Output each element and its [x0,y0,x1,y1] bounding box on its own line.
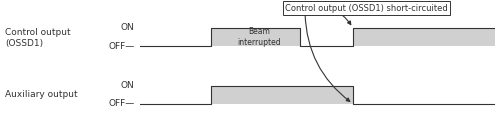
Text: Auxiliary output: Auxiliary output [5,90,78,99]
Text: OFF—: OFF— [108,99,134,108]
Text: Control output (OSSD1) short-circuited: Control output (OSSD1) short-circuited [285,4,448,13]
Text: Beam
interrupted: Beam interrupted [237,27,281,47]
Text: (OSSD1): (OSSD1) [5,39,43,48]
Bar [211,86,353,104]
Bar [353,28,495,46]
Text: Control output: Control output [5,28,70,37]
Text: ON: ON [121,24,134,32]
Bar [211,28,300,46]
Text: OFF—: OFF— [108,42,134,51]
Text: ON: ON [121,81,134,90]
